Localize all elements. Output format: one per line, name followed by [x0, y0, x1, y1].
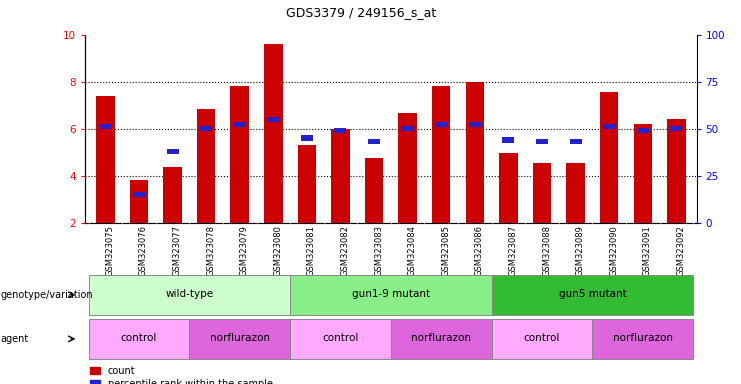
Bar	[163, 167, 182, 223]
Text: GSM323075: GSM323075	[105, 225, 114, 276]
Bar	[301, 136, 313, 141]
Bar	[190, 319, 290, 359]
Bar	[264, 44, 282, 223]
Bar	[331, 129, 350, 223]
Text: GSM323092: GSM323092	[677, 225, 685, 276]
Text: GSM323084: GSM323084	[408, 225, 416, 276]
Bar	[365, 158, 383, 223]
Bar	[570, 139, 582, 144]
Bar	[89, 319, 190, 359]
Bar	[197, 109, 216, 223]
Text: GSM323082: GSM323082	[341, 225, 350, 276]
Bar	[432, 86, 451, 223]
Text: GSM323083: GSM323083	[374, 225, 383, 276]
Bar	[368, 139, 380, 144]
Text: GSM323088: GSM323088	[542, 225, 551, 276]
Bar	[491, 275, 693, 314]
Bar	[402, 126, 413, 131]
Text: control: control	[524, 333, 560, 343]
Text: control: control	[121, 333, 157, 343]
Text: GSM323081: GSM323081	[307, 225, 316, 276]
Text: GDS3379 / 249156_s_at: GDS3379 / 249156_s_at	[286, 6, 436, 19]
Legend: count, percentile rank within the sample: count, percentile rank within the sample	[90, 366, 273, 384]
Bar	[399, 113, 417, 223]
Bar	[99, 124, 111, 129]
Bar	[667, 119, 685, 223]
Text: control: control	[322, 333, 359, 343]
Bar	[290, 319, 391, 359]
Bar	[499, 153, 518, 223]
Text: genotype/variation: genotype/variation	[1, 290, 93, 300]
Bar	[290, 275, 491, 314]
Bar	[233, 122, 246, 127]
Text: GSM323089: GSM323089	[576, 225, 585, 276]
Bar	[637, 128, 649, 133]
Text: GSM323090: GSM323090	[609, 225, 618, 276]
Bar	[200, 126, 212, 131]
Text: gun5 mutant: gun5 mutant	[559, 289, 626, 299]
Text: GSM323078: GSM323078	[206, 225, 215, 276]
Text: wild-type: wild-type	[165, 289, 213, 299]
Bar	[469, 122, 481, 127]
Text: GSM323076: GSM323076	[139, 225, 148, 276]
Bar	[133, 192, 145, 197]
Bar	[502, 137, 514, 142]
Text: GSM323091: GSM323091	[642, 225, 652, 276]
Bar	[465, 82, 484, 223]
Bar	[592, 319, 693, 359]
Bar	[334, 128, 347, 133]
Bar	[391, 319, 491, 359]
Bar	[298, 145, 316, 223]
Text: GSM323086: GSM323086	[475, 225, 484, 276]
Text: gun1-9 mutant: gun1-9 mutant	[352, 289, 430, 299]
Text: norflurazon: norflurazon	[613, 333, 673, 343]
Text: GSM323085: GSM323085	[441, 225, 451, 276]
Bar	[230, 86, 249, 223]
Bar	[600, 92, 619, 223]
Bar	[96, 96, 115, 223]
Text: agent: agent	[1, 334, 29, 344]
Bar	[89, 275, 290, 314]
Bar	[566, 163, 585, 223]
Bar	[130, 180, 148, 223]
Text: norflurazon: norflurazon	[210, 333, 270, 343]
Text: GSM323087: GSM323087	[508, 225, 517, 276]
Bar	[634, 124, 652, 223]
Text: GSM323080: GSM323080	[273, 225, 282, 276]
Bar	[536, 139, 548, 144]
Bar	[671, 126, 682, 131]
Bar	[533, 163, 551, 223]
Text: GSM323077: GSM323077	[173, 225, 182, 276]
Bar	[435, 122, 448, 127]
Bar	[491, 319, 592, 359]
Bar	[167, 149, 179, 154]
Bar	[268, 117, 279, 122]
Bar	[603, 124, 615, 129]
Text: norflurazon: norflurazon	[411, 333, 471, 343]
Text: GSM323079: GSM323079	[240, 225, 249, 276]
